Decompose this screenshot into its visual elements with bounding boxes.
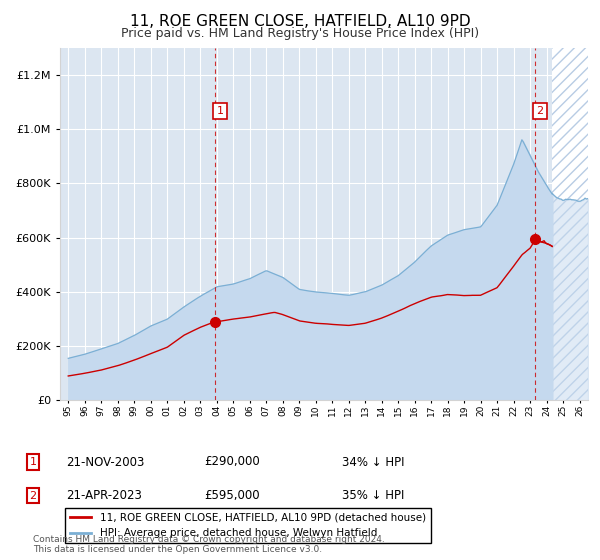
Text: 11, ROE GREEN CLOSE, HATFIELD, AL10 9PD: 11, ROE GREEN CLOSE, HATFIELD, AL10 9PD <box>130 14 470 29</box>
Text: 21-NOV-2003: 21-NOV-2003 <box>66 455 145 469</box>
Text: Price paid vs. HM Land Registry's House Price Index (HPI): Price paid vs. HM Land Registry's House … <box>121 27 479 40</box>
Text: 2: 2 <box>29 491 37 501</box>
Legend: 11, ROE GREEN CLOSE, HATFIELD, AL10 9PD (detached house), HPI: Average price, de: 11, ROE GREEN CLOSE, HATFIELD, AL10 9PD … <box>65 508 431 543</box>
Text: 1: 1 <box>217 106 224 116</box>
Text: £595,000: £595,000 <box>204 489 260 502</box>
Text: 35% ↓ HPI: 35% ↓ HPI <box>342 489 404 502</box>
Text: 1: 1 <box>29 457 37 467</box>
Text: 21-APR-2023: 21-APR-2023 <box>66 489 142 502</box>
Text: 2: 2 <box>536 106 544 116</box>
Text: £290,000: £290,000 <box>204 455 260 469</box>
Bar <box>552 48 588 400</box>
Text: 34% ↓ HPI: 34% ↓ HPI <box>342 455 404 469</box>
Bar <box>552 48 588 400</box>
Text: Contains HM Land Registry data © Crown copyright and database right 2024.
This d: Contains HM Land Registry data © Crown c… <box>33 535 385 554</box>
